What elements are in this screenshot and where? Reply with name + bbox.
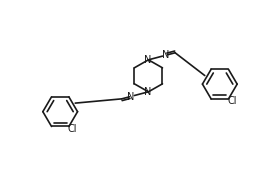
Text: N: N: [144, 87, 152, 97]
Text: N: N: [162, 50, 170, 60]
Text: Cl: Cl: [67, 124, 77, 134]
Text: Cl: Cl: [227, 96, 237, 106]
Text: N: N: [127, 92, 134, 102]
Text: N: N: [144, 55, 152, 64]
